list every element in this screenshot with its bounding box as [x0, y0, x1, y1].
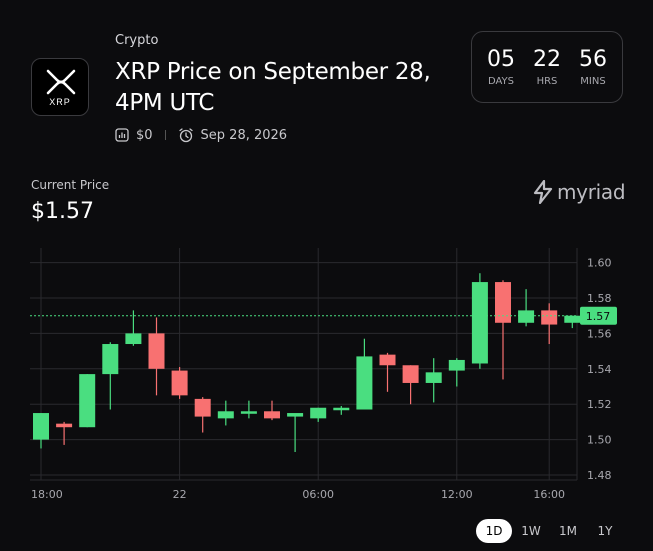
x-tick-label: 06:00 [302, 488, 334, 501]
timeframe-1d-button[interactable]: 1D [476, 519, 512, 543]
countdown-hours-label: HRS [536, 76, 558, 87]
candle-up [333, 407, 350, 411]
x-tick-label: 22 [173, 488, 187, 501]
countdown-hours-value: 22 [533, 47, 561, 72]
price-chart: 1.60 1.58 1.56 1.54 1.52 1.50 1.48 18:00 22 06:00… [30, 248, 617, 501]
candle-up [240, 411, 257, 414]
countdown-hours: 22 HRS [533, 47, 561, 87]
candle-up [448, 359, 465, 371]
timeframe-1m-button[interactable]: 1M [559, 524, 577, 538]
y-tick-label: 1.52 [587, 398, 612, 411]
candle-down [56, 423, 73, 428]
candle-up [356, 356, 373, 410]
candle-up [33, 413, 49, 440]
candle-down [171, 370, 188, 396]
candle-up [564, 315, 581, 323]
candle-up [310, 407, 327, 419]
countdown-minutes: 56 MINS [579, 47, 607, 87]
myriad-logo-icon [533, 180, 553, 204]
y-tick-label: 1.56 [587, 327, 612, 340]
page-title: XRP Price on September 28, 4PM UTC [115, 59, 431, 116]
volume-icon [115, 128, 129, 142]
y-tick-label: 1.58 [587, 292, 612, 305]
candle-up [125, 333, 142, 345]
current-price-value: $1.57 [31, 199, 94, 224]
candle-down [379, 354, 396, 366]
candle-down [541, 310, 558, 325]
candle-down [495, 282, 511, 323]
x-tick-label: 16:00 [533, 488, 565, 501]
xrp-logo: XRP [31, 58, 89, 116]
current-price-tag-label: 1.57 [586, 310, 611, 323]
countdown-minutes-label: MINS [580, 76, 606, 87]
timeframe-selector: 1D 1W 1M 1Y [476, 519, 624, 543]
candle-up [471, 282, 488, 364]
candle-up [102, 344, 119, 375]
countdown-minutes-value: 56 [579, 47, 607, 72]
candle-up [425, 372, 442, 383]
x-tick-label: 18:00 [31, 488, 63, 501]
countdown-days-label: DAYS [487, 76, 515, 87]
resolution-date: Sep 28, 2026 [200, 127, 288, 143]
candle-up [518, 310, 535, 323]
candle-up [79, 374, 96, 428]
y-tick-label: 1.60 [587, 257, 612, 270]
x-tick-label: 12:00 [441, 488, 473, 501]
myriad-brand: myriad [533, 180, 626, 204]
category-label[interactable]: Crypto [115, 33, 159, 48]
timeframe-1w-button[interactable]: 1W [521, 524, 541, 538]
countdown-days: 05 DAYS [487, 47, 515, 87]
candle-up [287, 413, 304, 417]
candle-down [194, 398, 211, 417]
current-price-label: Current Price [31, 178, 110, 192]
candle-down [402, 365, 419, 383]
y-tick-label: 1.50 [587, 434, 612, 447]
current-price-tag [580, 306, 617, 325]
timeframe-1y-button[interactable]: 1Y [597, 524, 613, 538]
countdown-timer: 05 DAYS 22 HRS 56 MINS [471, 31, 623, 103]
market-meta: $0 Sep 28, 2026 [115, 126, 287, 144]
volume-value: $0 [136, 127, 153, 143]
candle-down [148, 333, 165, 369]
alarm-clock-icon [178, 128, 193, 143]
candle-down [264, 411, 280, 419]
candle-up [217, 411, 234, 419]
logo-text: XRP [49, 97, 71, 107]
y-tick-label: 1.48 [587, 469, 612, 482]
xrp-logo-icon [46, 69, 76, 95]
countdown-days-value: 05 [487, 47, 515, 72]
y-tick-label: 1.54 [587, 363, 612, 376]
meta-divider [164, 130, 166, 140]
brand-name: myriad [557, 180, 626, 204]
